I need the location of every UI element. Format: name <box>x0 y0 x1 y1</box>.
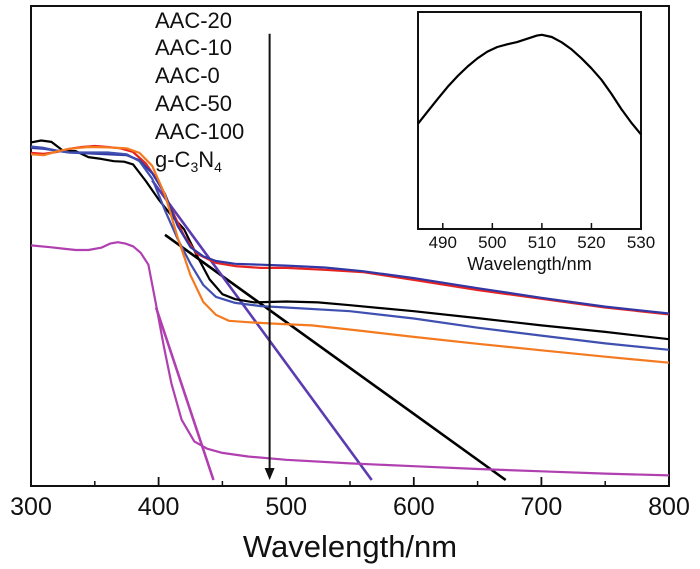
legend-label: AAC-50 <box>155 91 232 116</box>
x-tick-label: 300 <box>10 493 52 521</box>
inset-plot: 490 500 510 520 530 Wavelength/nm <box>417 11 655 274</box>
inset-x-tick-label: 510 <box>528 233 556 252</box>
inset-x-tick-label: 530 <box>627 233 655 252</box>
x-axis-label: Wavelength/nm <box>243 529 457 564</box>
legend-gcn-subscript: 3 <box>190 159 198 175</box>
inset-x-tick-label: 490 <box>429 233 457 252</box>
legend-label-gcn: g-C3N4 <box>155 147 222 175</box>
x-tick-label: 600 <box>393 493 435 521</box>
legend-gcn-part: g-C <box>155 147 191 172</box>
x-tick-label: 800 <box>648 493 690 521</box>
main-plot: 300 400 500 600 700 800Wavelength/nmAAC-20AAC… <box>10 5 690 564</box>
legend-label: AAC-20 <box>155 8 232 33</box>
legend-gcn-part: N <box>198 147 214 172</box>
legend-gcn-subscript: 4 <box>214 159 222 175</box>
inset-series-line <box>417 33 642 136</box>
series-line-g-c3n4 <box>30 241 670 477</box>
arrow-head <box>264 468 275 480</box>
series-line-aac-100 <box>30 145 670 364</box>
x-tick-label: 700 <box>521 493 563 521</box>
legend-label: AAC-10 <box>155 35 232 60</box>
x-tick-label: 500 <box>265 493 307 521</box>
inset-x-tick-label: 520 <box>577 233 605 252</box>
tangent-gcn <box>154 307 215 481</box>
tangent-aac0 <box>164 233 507 482</box>
tangent-aac50 <box>151 179 373 481</box>
x-tick-label: 400 <box>138 493 180 521</box>
inset-x-tick-label: 500 <box>478 233 506 252</box>
legend-label: AAC-0 <box>155 63 220 88</box>
legend-label: AAC-100 <box>155 119 244 144</box>
inset-x-axis-label: Wavelength/nm <box>467 254 591 274</box>
series-line-aac-50 <box>30 145 670 351</box>
inset-frame <box>417 11 642 230</box>
